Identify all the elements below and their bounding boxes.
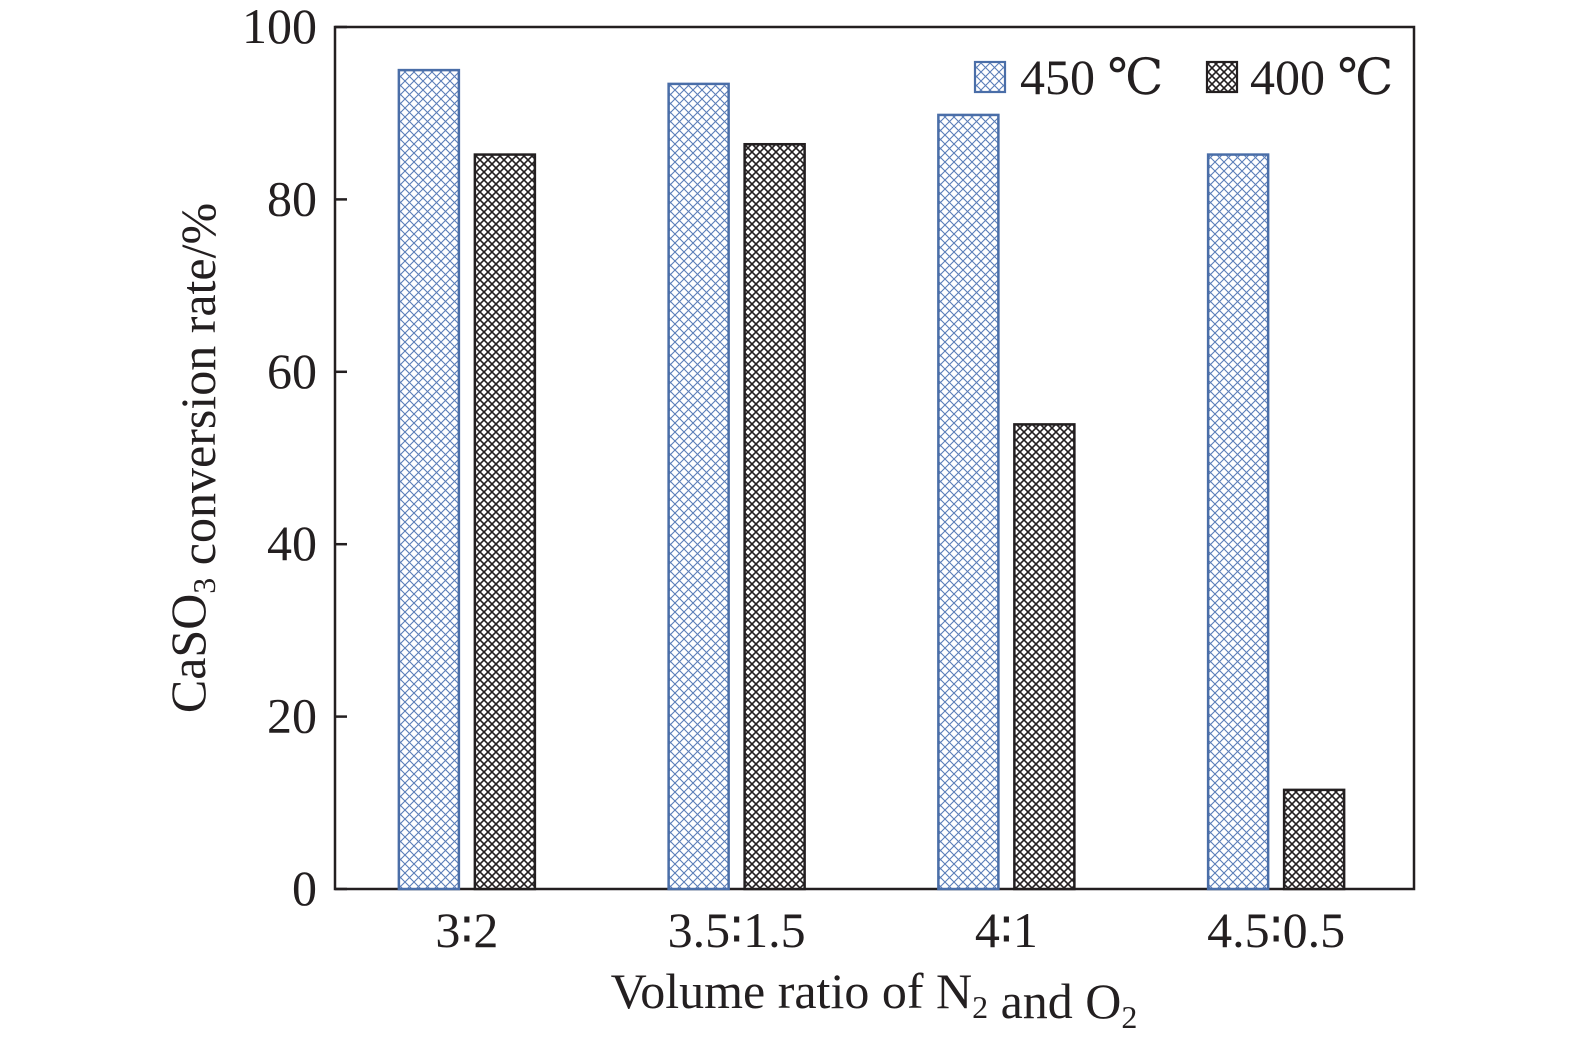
bar-series-1 (937, 113, 1000, 891)
bar-series-2 (473, 153, 537, 891)
y-tick-label: 60 (267, 343, 317, 399)
legend-swatch (973, 60, 1007, 94)
y-tick-label: 80 (267, 170, 317, 226)
y-axis-title: CaSO3 conversion rate/% (160, 203, 226, 713)
plot-area-frame (333, 25, 1416, 891)
axis-title-subscript: 2 (1121, 999, 1137, 1035)
y-tick-label: 100 (242, 0, 317, 54)
axis-title-text: conversion rate/% (170, 203, 226, 578)
axis-title-subscript: 2 (972, 989, 988, 1025)
axis-title-text: and O (988, 973, 1121, 1029)
legend-swatch (1205, 60, 1239, 94)
legend: 450 ℃ 400 ℃ (973, 49, 1393, 105)
bar-series-2 (743, 142, 806, 891)
bar-series-1 (397, 68, 461, 891)
axis-title-text: Volume ratio of N (611, 963, 973, 1019)
legend-label: 450 ℃ (1020, 49, 1163, 105)
y-tick-label: 20 (267, 688, 317, 744)
x-tick-label: 4.5∶0.5 (1207, 902, 1345, 958)
x-axis: 3∶2 3.5∶1.5 4∶1 4.5∶0.5 (435, 902, 1345, 958)
y-tick-label: 0 (292, 860, 317, 916)
bar-series-1 (1206, 153, 1270, 891)
bar-series-2 (1282, 788, 1346, 891)
x-tick-label: 4∶1 (975, 902, 1038, 958)
x-tick-label: 3.5∶1.5 (668, 902, 806, 958)
legend-label: 400 ℃ (1250, 49, 1393, 105)
bar-series-2 (1013, 423, 1076, 891)
bar-series-group (397, 68, 1346, 891)
x-axis-title: Volume ratio of N2 and O2 (611, 963, 1138, 1035)
y-axis: 0 20 40 60 80 100 (242, 0, 347, 916)
axis-title-text: CaSO (160, 594, 216, 713)
x-tick-label: 3∶2 (435, 902, 498, 958)
axis-title-subscript: 3 (186, 578, 222, 594)
y-tick-label: 40 (267, 515, 317, 571)
bar-series-1 (667, 82, 730, 891)
